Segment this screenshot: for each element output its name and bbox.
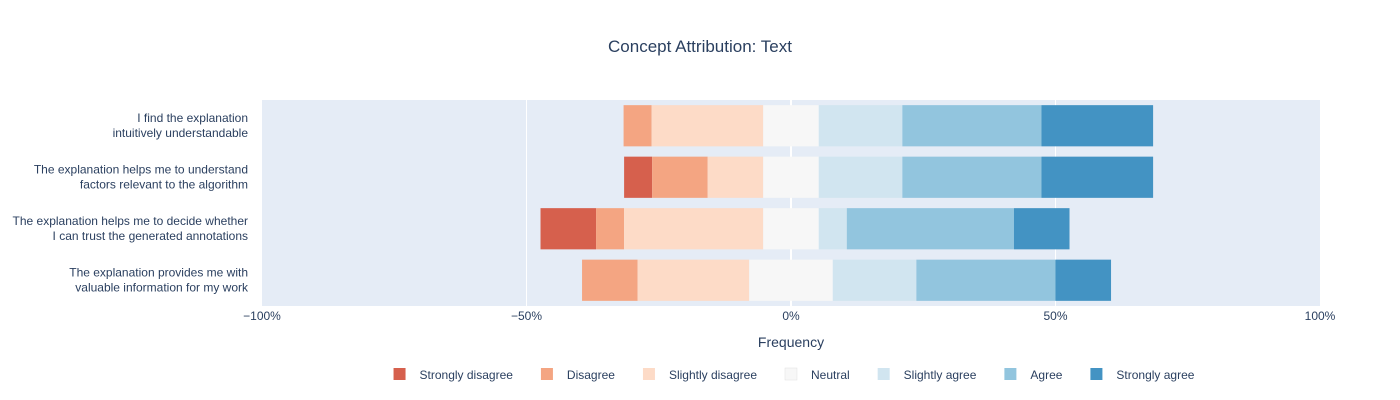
bar-segment	[624, 156, 653, 198]
x-tick-label: −50%	[511, 309, 542, 323]
bar-segment	[1055, 259, 1112, 301]
legend-label: Strongly disagree	[420, 368, 514, 382]
bar-segment	[763, 208, 819, 250]
bar-segment	[707, 156, 764, 198]
bar-segment	[763, 156, 819, 198]
legend-swatch	[642, 368, 655, 380]
bar-segment	[1041, 156, 1154, 198]
bar-segment	[818, 208, 847, 250]
legend-item[interactable]: Slightly disagree	[642, 368, 757, 382]
legend-item[interactable]: Disagree	[540, 368, 615, 382]
y-axis-categories: I find the explanation intuitively unders…	[13, 111, 249, 295]
legend-label: Disagree	[567, 368, 615, 382]
legend-label: Slightly disagree	[669, 368, 757, 382]
bar-segment	[1013, 208, 1070, 250]
legend-swatch	[393, 368, 406, 380]
legend-item[interactable]: Strongly agree	[1090, 368, 1195, 382]
bar-segment	[637, 259, 750, 301]
bar-segment	[916, 259, 1056, 301]
legend-swatch	[1090, 368, 1103, 380]
bar-segment	[832, 259, 917, 301]
y-category-label: I find the explanation intuitively unders…	[113, 111, 249, 140]
x-tick-label: 50%	[1043, 309, 1067, 323]
legend-item[interactable]: Slightly agree	[877, 368, 977, 382]
x-tick-label: 0%	[782, 309, 800, 323]
bar-segment	[582, 259, 638, 301]
y-category-label: The explanation provides me with valuable…	[69, 265, 249, 294]
x-tick-label: −100%	[243, 309, 281, 323]
legend-item[interactable]: Strongly disagree	[393, 368, 514, 382]
bar-segment	[596, 208, 625, 250]
bar-segment	[902, 105, 1042, 147]
legend-item[interactable]: Neutral	[784, 367, 850, 382]
bar-segment	[623, 105, 652, 147]
bar-segment	[763, 105, 819, 147]
legend-swatch	[877, 368, 890, 380]
bar-segment	[902, 156, 1042, 198]
legend-item[interactable]: Agree	[1004, 368, 1063, 382]
bar-segment	[818, 105, 903, 147]
bar-segment	[1041, 105, 1154, 147]
x-axis-ticks: −100% −50% 0% 50% 100%	[243, 309, 1336, 323]
x-tick-label: 100%	[1305, 309, 1336, 323]
legend-label: Strongly agree	[1116, 368, 1194, 382]
bar-segment	[624, 208, 764, 250]
bar-segment	[651, 105, 764, 147]
chart-title: Concept Attribution: Text	[608, 37, 792, 56]
legend-label: Slightly agree	[904, 368, 977, 382]
x-axis-label: Frequency	[758, 334, 824, 350]
bar-segment	[540, 208, 597, 250]
legend-swatch	[784, 367, 798, 381]
legend-label: Agree	[1030, 368, 1062, 382]
bar-segment	[846, 208, 1014, 250]
y-category-label: The explanation helps me to decide wheth…	[13, 214, 248, 243]
bar-segment	[818, 156, 903, 198]
bars	[540, 105, 1154, 301]
bar-segment	[652, 156, 708, 198]
legend-swatch	[1004, 368, 1017, 380]
legend-swatch	[540, 368, 553, 380]
legend: Strongly disagree Disagree Slightly disagr…	[393, 367, 1195, 382]
legend-label: Neutral	[811, 368, 850, 382]
y-category-label: The explanation helps me to understand fa…	[34, 162, 248, 191]
bar-segment	[749, 259, 833, 301]
